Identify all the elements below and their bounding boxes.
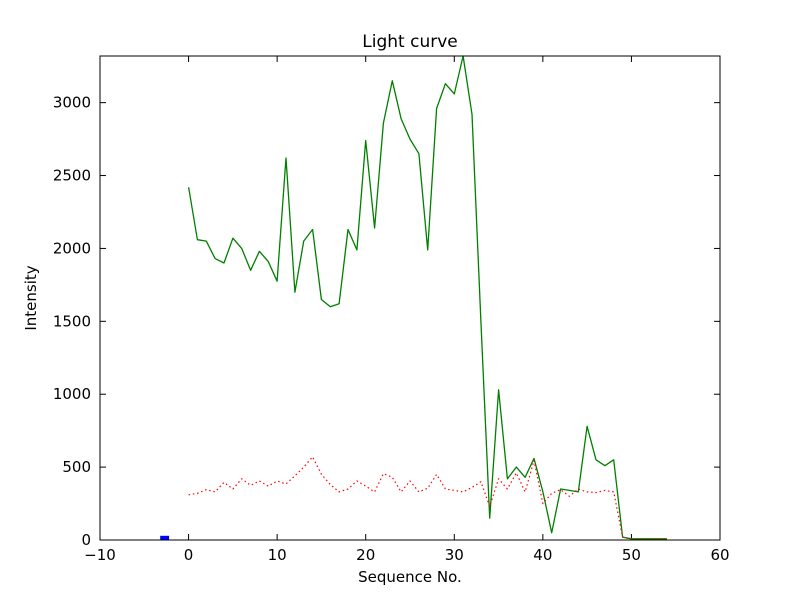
y-tick-label: 500 — [62, 458, 91, 476]
series-comparison-curve — [188, 456, 667, 540]
series-main-light-curve — [187, 55, 667, 540]
x-tick-label: 0 — [184, 546, 194, 564]
x-tick-label: 20 — [356, 546, 375, 564]
x-axis-label: Sequence No. — [358, 568, 462, 586]
y-tick-label: 1000 — [53, 385, 91, 403]
y-axis-label: Intensity — [22, 265, 40, 330]
chart-title: Light curve — [362, 32, 457, 52]
y-tick-label: 1500 — [53, 312, 91, 330]
y-tick-label: 2000 — [53, 239, 91, 257]
y-tick-label: 2500 — [53, 167, 91, 185]
x-tick-label: 50 — [622, 546, 641, 564]
y-tick-label: 3000 — [53, 94, 91, 112]
x-tick-label: 40 — [533, 546, 552, 564]
x-tick-label: 10 — [268, 546, 287, 564]
x-tick-label: −10 — [84, 546, 116, 564]
x-tick-label: 30 — [445, 546, 464, 564]
x-tick-label: 60 — [710, 546, 729, 564]
y-tick-label: 0 — [81, 531, 91, 549]
axes-frame — [99, 55, 721, 541]
